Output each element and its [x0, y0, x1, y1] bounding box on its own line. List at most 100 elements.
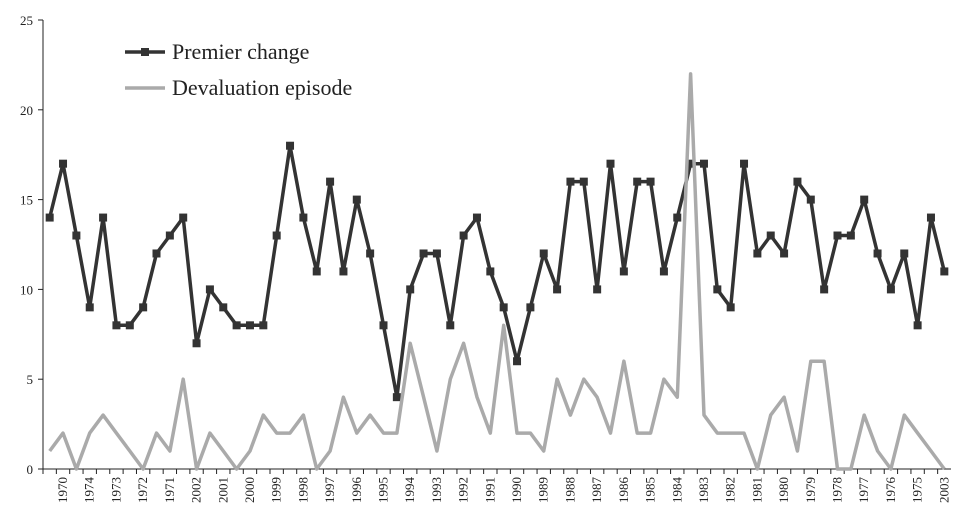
point-marker — [673, 213, 682, 222]
x-tick-label: 1984 — [669, 477, 684, 504]
point-marker — [940, 267, 949, 276]
point-marker — [152, 249, 161, 258]
x-tick-label: 1999 — [269, 477, 284, 503]
point-marker — [699, 159, 708, 168]
x-tick-label: 1972 — [135, 477, 150, 503]
point-marker — [619, 267, 628, 276]
point-marker — [432, 249, 441, 258]
x-tick-label: 1982 — [723, 477, 738, 503]
x-tick-label: 1977 — [856, 477, 871, 504]
series-line — [48, 143, 946, 399]
point-marker — [806, 195, 815, 204]
point-marker — [259, 321, 268, 330]
point-marker — [553, 285, 562, 294]
point-marker — [326, 177, 335, 186]
point-marker — [593, 285, 602, 294]
point-marker — [740, 159, 749, 168]
x-tick-label: 1990 — [509, 477, 524, 503]
x-tick-label: 1998 — [295, 477, 310, 503]
point-marker — [205, 285, 214, 294]
y-tick-label: 15 — [20, 193, 33, 208]
point-marker — [713, 285, 722, 294]
legend-label: Premier change — [172, 39, 309, 64]
point-marker — [219, 303, 228, 312]
point-marker — [793, 177, 802, 186]
x-tick-label: 1988 — [562, 477, 577, 503]
point-marker — [579, 177, 588, 186]
point-marker — [286, 141, 295, 150]
point-marker — [686, 159, 695, 168]
x-tick-label: 1980 — [776, 477, 791, 503]
point-marker — [633, 177, 642, 186]
point-marker — [339, 267, 348, 276]
x-tick-label: 1970 — [55, 477, 70, 503]
point-marker — [486, 267, 495, 276]
point-marker — [833, 231, 842, 240]
point-marker — [780, 249, 789, 258]
x-tick-label: 1986 — [616, 477, 631, 504]
point-marker — [446, 321, 455, 330]
point-marker — [472, 213, 481, 222]
point-marker — [59, 159, 68, 168]
point-marker — [753, 249, 762, 258]
point-marker — [900, 249, 909, 258]
x-tick-label: 1994 — [402, 477, 417, 504]
x-tick-label: 1989 — [536, 477, 551, 503]
x-tick-label: 1992 — [456, 477, 471, 503]
point-marker — [659, 267, 668, 276]
point-marker — [526, 303, 535, 312]
point-marker — [312, 267, 321, 276]
x-tick-label: 1987 — [589, 477, 604, 504]
point-marker — [99, 213, 108, 222]
x-tick-label: 1976 — [883, 477, 898, 504]
legend-marker — [141, 48, 149, 56]
point-marker — [846, 231, 855, 240]
x-tick-label: 1993 — [429, 477, 444, 503]
point-marker — [646, 177, 655, 186]
point-marker — [299, 213, 308, 222]
point-marker — [72, 231, 81, 240]
y-tick-label: 10 — [20, 282, 33, 297]
point-marker — [392, 393, 401, 402]
point-marker — [873, 249, 882, 258]
point-marker — [85, 303, 94, 312]
point-marker — [352, 195, 361, 204]
point-marker — [45, 213, 54, 222]
point-marker — [860, 195, 869, 204]
point-marker — [539, 249, 548, 258]
x-tick-label: 2002 — [189, 477, 204, 503]
point-marker — [192, 339, 201, 348]
x-tick-label: 1995 — [376, 477, 391, 503]
point-marker — [766, 231, 775, 240]
x-tick-label: 1974 — [82, 477, 97, 504]
x-tick-label: 1973 — [108, 477, 123, 503]
x-tick-label: 1983 — [696, 477, 711, 503]
x-tick-label: 2000 — [242, 477, 257, 503]
point-marker — [179, 213, 188, 222]
point-marker — [165, 231, 174, 240]
x-tick-label: 1997 — [322, 477, 337, 504]
x-tick-label: 1981 — [749, 477, 764, 503]
point-marker — [513, 357, 522, 366]
point-marker — [406, 285, 415, 294]
point-marker — [726, 303, 735, 312]
point-marker — [419, 249, 428, 258]
x-tick-label: 1975 — [910, 477, 925, 503]
point-marker — [886, 285, 895, 294]
x-tick-label: 1971 — [162, 477, 177, 503]
point-marker — [926, 213, 935, 222]
x-tick-label: 1985 — [643, 477, 658, 503]
point-marker — [913, 321, 922, 330]
x-tick-label: 1978 — [830, 477, 845, 503]
point-marker — [125, 321, 134, 330]
x-tick-label: 1996 — [349, 477, 364, 504]
point-marker — [366, 249, 375, 258]
legend-label: Devaluation episode — [172, 75, 352, 100]
y-tick-label: 25 — [20, 13, 33, 28]
series-line — [48, 72, 946, 471]
point-marker — [232, 321, 241, 330]
point-marker — [499, 303, 508, 312]
point-marker — [459, 231, 468, 240]
x-tick-label: 1991 — [482, 477, 497, 503]
